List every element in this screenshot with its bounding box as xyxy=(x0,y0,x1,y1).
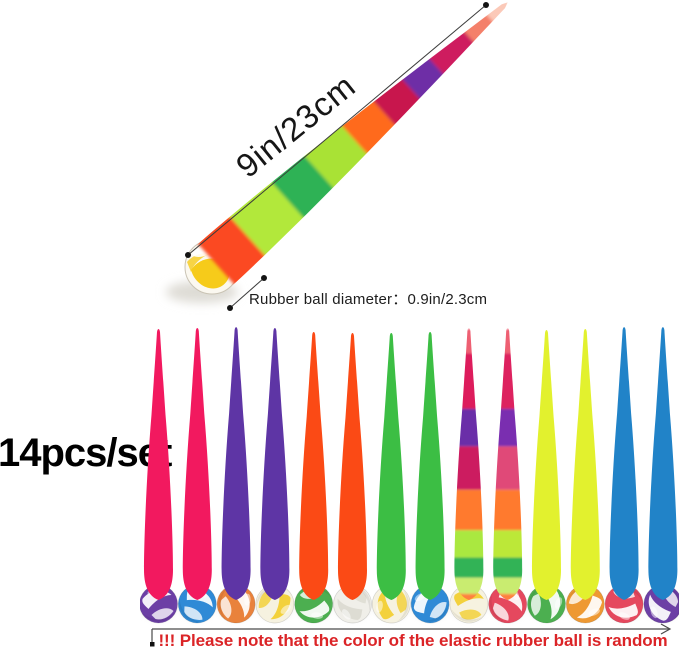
ball-diameter-leader-line xyxy=(229,277,265,309)
worm-yellow xyxy=(570,329,600,601)
worm-stripe xyxy=(454,557,484,578)
worm-stripe xyxy=(493,446,523,490)
worm-stripe xyxy=(493,329,523,354)
worm-fluff xyxy=(376,332,406,600)
worm-fluff xyxy=(144,329,173,601)
footnote-arrow-line xyxy=(150,623,672,647)
worm-fluff xyxy=(415,331,445,601)
worm-stripe xyxy=(493,593,523,600)
hero-worm-figure xyxy=(166,0,526,311)
worm-fluff xyxy=(570,329,600,601)
worm-stripe xyxy=(493,557,523,578)
worm-pink xyxy=(182,328,212,600)
worm-purple xyxy=(260,328,290,600)
worm-rainbow xyxy=(493,329,523,600)
worm-stripe xyxy=(493,408,523,447)
worm-rainbow xyxy=(454,329,484,600)
worm-fluff xyxy=(609,327,639,601)
worm-stripe xyxy=(454,577,484,594)
worm-fluff xyxy=(648,327,678,601)
hero-worm-stripe xyxy=(195,213,268,287)
worm-stripe xyxy=(493,353,523,409)
worm-fluff xyxy=(221,327,251,601)
rubber-ball xyxy=(140,584,178,624)
worm-purple xyxy=(221,327,251,601)
ball-diameter-label: Rubber ball diameter：0.9in/2.3cm xyxy=(249,291,488,308)
worm-fluff xyxy=(338,332,367,600)
rubber-ball xyxy=(371,584,411,624)
measure-dot xyxy=(483,2,489,8)
footnote-dot xyxy=(150,642,155,647)
worm-set-figure xyxy=(140,327,679,624)
rubber-ball xyxy=(565,584,605,624)
worm-stripe xyxy=(454,408,484,447)
worm-stripe xyxy=(493,530,523,558)
worm-stripe xyxy=(454,530,484,558)
worm-stripe xyxy=(493,577,523,594)
worm-pink xyxy=(144,329,173,601)
worm-fluff xyxy=(299,331,329,601)
worm-blue xyxy=(648,327,678,601)
worm-stripe xyxy=(454,489,484,531)
worm-orange xyxy=(299,331,329,601)
worm-stripe xyxy=(493,489,523,531)
worm-green xyxy=(415,331,445,601)
worm-fluff xyxy=(182,328,212,600)
measure-dot xyxy=(261,275,267,281)
length-measurement-line xyxy=(187,4,487,256)
worm-fluff xyxy=(532,330,561,600)
worm-blue xyxy=(609,327,639,601)
worm-stripe xyxy=(454,353,484,409)
footnote: !!! Please note that the color of the el… xyxy=(158,631,668,650)
measure-dot xyxy=(185,252,191,258)
rubber-ball xyxy=(527,584,566,624)
measure-dot xyxy=(227,305,233,311)
worm-stripe xyxy=(454,329,484,354)
set-count-label: 14pcs/set xyxy=(0,431,172,475)
worm-orange xyxy=(338,332,367,600)
worm-green xyxy=(376,332,406,600)
worm-yellow xyxy=(532,330,561,600)
worm-fluff xyxy=(260,328,290,600)
rubber-ball xyxy=(410,584,450,624)
worm-stripe xyxy=(454,446,484,490)
worm-stripe xyxy=(454,593,484,600)
